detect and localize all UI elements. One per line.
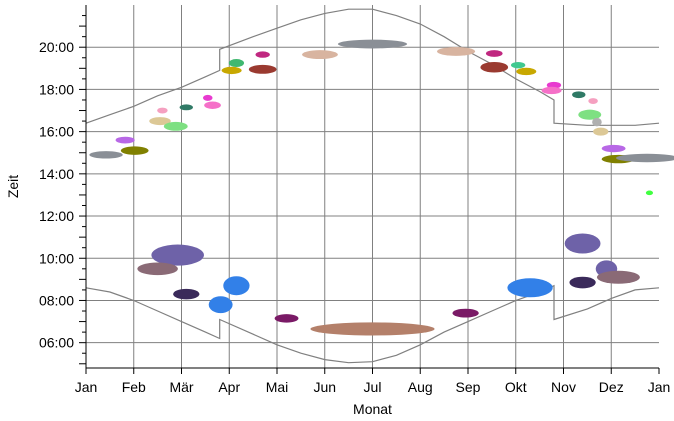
x-tick-labels: Jan Feb Mär Apr Mai Jun Jul Aug Sep Okt Nov Dez Jan [75, 379, 671, 395]
data-blobs [89, 39, 674, 336]
data-blob [593, 127, 609, 136]
x-tick-label: Apr [218, 379, 240, 395]
data-blob [137, 262, 178, 276]
data-blob [541, 86, 562, 95]
data-blob [89, 151, 123, 159]
x-tick-label: Jul [364, 379, 382, 395]
x-tick-label: Mai [266, 379, 289, 395]
data-blob [507, 278, 553, 298]
data-blob [645, 190, 654, 196]
data-blob [572, 91, 586, 99]
x-tick-label: Jan [648, 379, 671, 395]
y-tick-label: 14:00 [39, 166, 74, 182]
data-blob [179, 104, 193, 111]
data-blob [337, 39, 408, 49]
data-blob [592, 117, 602, 127]
data-blob [255, 51, 270, 58]
data-blob [208, 296, 233, 314]
axes [79, 5, 660, 374]
data-blob [485, 50, 503, 57]
data-blob [274, 314, 299, 323]
x-tick-label: Feb [122, 379, 146, 395]
y-tick-label: 12:00 [39, 208, 74, 224]
data-blob [202, 94, 213, 101]
data-blob [510, 61, 526, 69]
daylight-curves [85, 8, 660, 364]
data-blob [564, 233, 601, 254]
data-blob [516, 67, 537, 76]
data-blob [596, 270, 640, 284]
data-blob [223, 276, 250, 296]
data-blob [115, 136, 135, 144]
data-blob [228, 59, 245, 68]
y-tick-label: 08:00 [39, 292, 74, 308]
data-blob [302, 50, 338, 60]
y-axis-title: Zeit [5, 175, 21, 198]
x-tick-label: Mär [169, 379, 193, 395]
data-blob [569, 276, 596, 289]
x-tick-label: Jan [75, 379, 98, 395]
y-tick-label: 06:00 [39, 335, 74, 351]
data-blob [163, 121, 188, 131]
y-tick-label: 20:00 [39, 39, 74, 55]
y-tick-labels: 06:00 08:00 10:00 12:00 14:00 16:00 18:00 20:00 [39, 39, 74, 350]
data-blob [120, 146, 149, 155]
data-blob [151, 244, 204, 266]
data-blob [601, 144, 626, 153]
data-blob [588, 98, 598, 104]
data-blob [157, 107, 168, 114]
daylight-curve [85, 284, 660, 364]
data-blob [221, 66, 242, 75]
y-tick-label: 16:00 [39, 124, 74, 140]
data-blob [173, 288, 200, 300]
x-tick-label: Nov [551, 379, 576, 395]
data-blob [248, 64, 277, 74]
daylight-curve [85, 8, 660, 126]
x-tick-label: Jun [313, 379, 336, 395]
data-blob [149, 117, 171, 126]
x-axis-title: Monat [353, 401, 392, 417]
data-blob [310, 322, 435, 336]
data-blob [480, 61, 509, 73]
data-blob [204, 101, 221, 109]
y-tick-label: 10:00 [39, 250, 74, 266]
x-tick-label: Aug [408, 379, 433, 395]
x-tick-label: Sep [456, 379, 481, 395]
x-tick-label: Okt [505, 379, 527, 395]
data-blob [578, 109, 602, 120]
data-blob [616, 153, 674, 163]
data-blob [436, 46, 476, 56]
y-tick-label: 18:00 [39, 81, 74, 97]
data-blob [452, 308, 479, 318]
x-tick-label: Dez [599, 379, 624, 395]
